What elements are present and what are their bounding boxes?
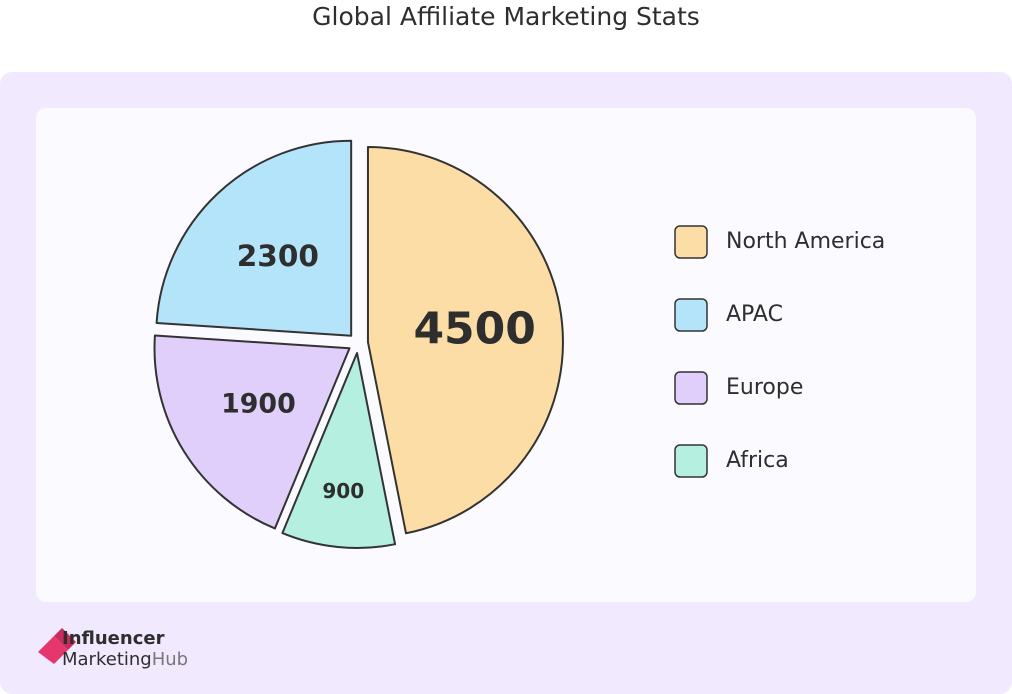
legend-swatch [674, 225, 708, 259]
legend-swatch [674, 298, 708, 332]
data-label: 1900 [221, 388, 296, 419]
logo-mark [54, 628, 76, 650]
legend-label: North America [726, 229, 885, 254]
chart-title: Global Affiliate Marketing Stats [312, 2, 700, 31]
logo-mark [38, 636, 68, 664]
logo-text: Influencer [62, 628, 165, 649]
pie-slice [153, 334, 351, 530]
legend-label: Africa [726, 448, 789, 473]
logo-text: Hub [152, 649, 188, 670]
logo: Influencer MarketingHub [38, 628, 188, 670]
legend-label: Europe [726, 375, 803, 400]
pie-slice [281, 351, 397, 549]
pie-slice [155, 139, 353, 337]
logo-text: MarketingHub [62, 649, 188, 670]
data-label: 900 [322, 479, 364, 503]
logo-text: Marketing [62, 649, 152, 670]
legend-label: APAC [726, 302, 783, 327]
legend-swatch [674, 371, 708, 405]
pie-slice [366, 146, 564, 535]
data-label: 2300 [237, 239, 319, 273]
legend-swatch [674, 444, 708, 478]
data-label: 4500 [413, 304, 535, 355]
